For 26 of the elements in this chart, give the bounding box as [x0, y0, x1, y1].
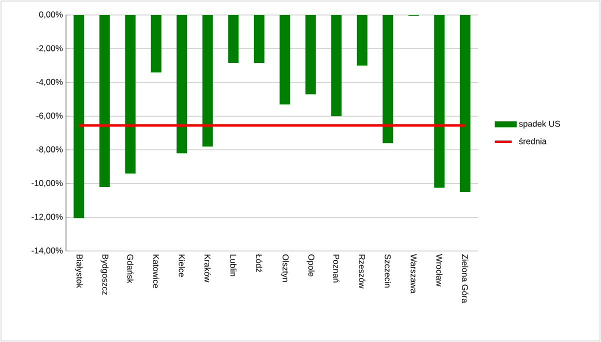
x-tick-label: Łódź — [256, 254, 262, 272]
x-tick-label: Kielce — [178, 254, 185, 277]
legend-label: średnia — [519, 138, 547, 144]
x-tick-label: Wrocław — [436, 254, 442, 286]
y-tick-label: 0,00% — [39, 11, 63, 19]
legend-label: spadek US — [519, 120, 560, 128]
y-tick-label: -6,00% — [36, 112, 63, 120]
x-tick-label: Warszawa — [410, 254, 417, 294]
x-tick-label: Rzeszów — [358, 254, 366, 289]
y-tick-label: -8,00% — [36, 146, 63, 154]
x-tick-label: Kraków — [204, 254, 211, 282]
x-tick-label: Poznań — [333, 254, 340, 282]
x-tick-label: Katowice — [153, 254, 160, 288]
x-tick-label: Szczecin — [384, 254, 391, 288]
y-tick-label: -4,00% — [36, 78, 63, 86]
x-tick-label: Lublin — [230, 254, 236, 276]
x-tick-label: Gdańsk — [127, 254, 134, 284]
x-tick-label: Zielona Góra — [462, 254, 468, 304]
x-tick-label: Bydgoszcz — [100, 254, 109, 295]
y-tick-label: -10,00% — [32, 180, 63, 188]
y-tick-label: -2,00% — [36, 45, 63, 52]
x-tick-label: Olsztyn — [280, 254, 289, 282]
y-tick-label: -14,00% — [32, 247, 63, 255]
x-tick-label: Białystok — [74, 254, 83, 288]
x-tick-label: Opole — [306, 254, 315, 276]
y-tick-label: -12,00% — [32, 214, 63, 221]
